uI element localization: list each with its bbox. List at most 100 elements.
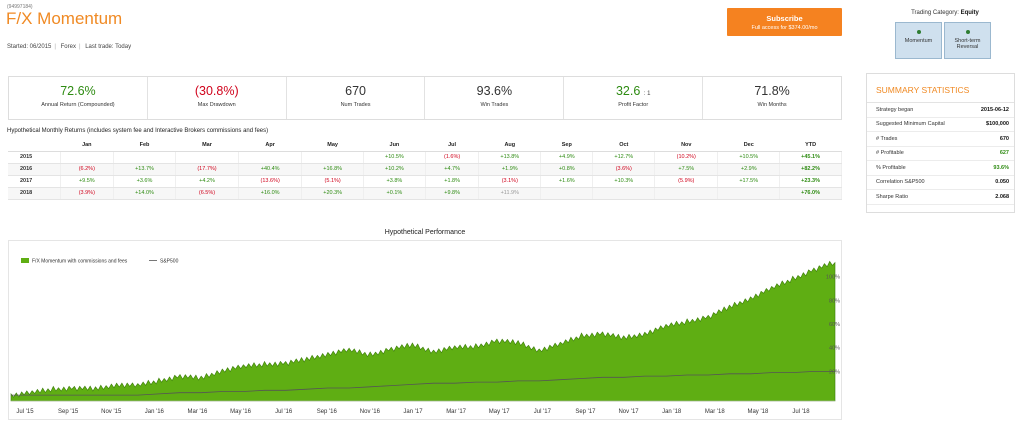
month-cell: +3.6% — [113, 175, 176, 188]
column-header: Apr — [238, 139, 302, 152]
stat-label: Num Trades — [340, 102, 371, 108]
x-tick-label: Mar '17 — [446, 409, 466, 415]
ytd-cell: +82.2% — [779, 163, 842, 176]
column-header: Sep — [540, 139, 593, 152]
column-header: Jan — [60, 139, 114, 152]
subscribe-button[interactable]: Subscribe Full access for $374.00/mo — [727, 8, 842, 36]
month-cell: +0.1% — [363, 187, 426, 200]
x-tick-label: Jan '18 — [662, 409, 682, 415]
summary-row: # Profitable 627 — [867, 147, 1014, 161]
x-tick-label: Jul '15 — [16, 409, 34, 415]
month-cell: +4.9% — [540, 151, 594, 164]
month-cell: +4.7% — [425, 163, 480, 176]
month-cell: +11.9% — [478, 187, 542, 200]
x-tick-label: May '16 — [230, 409, 251, 415]
month-cell: +9.8% — [425, 187, 480, 200]
last-trade: Last trade: Today — [85, 44, 132, 50]
stat-label: Profit Factor — [618, 102, 649, 108]
x-tick-label: May '18 — [747, 409, 768, 415]
category-dot-icon — [965, 30, 970, 34]
month-cell: +10.5% — [717, 151, 781, 164]
market-type: Forex — [60, 44, 76, 50]
month-cell: +3.8% — [363, 175, 426, 188]
column-header — [8, 139, 60, 152]
month-cell: +0.8% — [540, 163, 594, 176]
stat-value: 71.8% — [754, 84, 790, 98]
column-header: Oct — [592, 139, 655, 152]
month-cell — [175, 151, 240, 164]
summary-value: 627 — [999, 150, 1009, 157]
trading-category-value: Equity — [960, 10, 979, 16]
meta-separator: | — [54, 44, 56, 50]
chart-title: Hypothetical Performance — [384, 229, 466, 236]
month-cell: +14.0% — [113, 187, 176, 200]
column-header: Feb — [113, 139, 176, 152]
month-cell: +13.8% — [478, 151, 542, 164]
month-cell — [717, 187, 781, 200]
stat-value: (30.8%) — [194, 84, 239, 98]
legend-label-sp500: S&P500 — [160, 259, 179, 265]
table-header-row: Jan Feb Mar Apr May Jun Jul Aug Sep Oct … — [8, 139, 842, 152]
x-tick-label: Mar '18 — [705, 409, 725, 415]
y-tick-label: 100% — [826, 275, 840, 281]
table-row: 2017 +9.5% +3.6% +4.2% (13.6%) (5.1%) +3.8% +1.… — [8, 175, 842, 188]
month-cell: +10.2% — [363, 163, 426, 176]
column-header: Mar — [175, 139, 239, 152]
x-tick-label: Nov '17 — [618, 409, 639, 415]
x-tick-label: Sep '16 — [317, 409, 338, 415]
stat-win-months: 71.8% Win Months — [703, 77, 841, 119]
month-cell: +40.4% — [238, 163, 303, 176]
summary-row: Strategy began 2015-06-12 — [867, 103, 1014, 118]
month-cell: +2.9% — [717, 163, 781, 176]
month-cell: (17.7%) — [175, 163, 240, 176]
category-dot-icon — [916, 30, 921, 34]
summary-value: 93.6% — [993, 164, 1009, 171]
stat-label: Win Months — [757, 102, 787, 108]
category-short-term-reversal[interactable]: Short-term Reversal — [944, 22, 991, 59]
column-header: YTD — [779, 139, 842, 152]
month-cell: (3.1%) — [478, 175, 542, 188]
x-tick-label: Sep '15 — [58, 409, 79, 415]
x-tick-label: Jul '18 — [792, 409, 810, 415]
summary-value: 2.068 — [995, 193, 1009, 200]
table-row: 2018 (3.9%) +14.0% (6.5%) +16.0% +20.3% +0.1% +… — [8, 187, 842, 200]
stat-label: Win Trades — [480, 102, 509, 108]
stat-profit-factor: 32.6 : 1 Profit Factor — [564, 77, 704, 119]
month-cell: +20.3% — [301, 187, 365, 200]
meta-separator: | — [78, 44, 81, 50]
month-cell: +1.9% — [478, 163, 542, 176]
category-momentum[interactable]: Momentum — [895, 22, 942, 59]
monthly-returns-table: Jan Feb Mar Apr May Jun Jul Aug Sep Oct … — [8, 139, 842, 200]
year-cell: 2018 — [8, 187, 61, 200]
month-cell — [592, 187, 656, 200]
x-tick-label: Jul '16 — [275, 409, 293, 415]
x-tick-label: Jan '16 — [145, 409, 165, 415]
month-cell: (5.1%) — [301, 175, 365, 188]
summary-value: 2015-06-12 — [980, 106, 1009, 113]
system-id: (94997184) — [7, 4, 33, 10]
y-tick-label: 60% — [829, 322, 840, 328]
month-cell: +13.7% — [113, 163, 176, 176]
sp500-line-series — [11, 371, 835, 396]
y-tick-label: 80% — [829, 298, 840, 304]
page-title: F/X Momentum — [6, 9, 123, 28]
month-cell: (5.9%) — [654, 175, 719, 188]
summary-value: 670 — [999, 135, 1009, 142]
month-cell: +4.2% — [175, 175, 240, 188]
x-tick-label: Jan '17 — [403, 409, 423, 415]
month-cell: (13.6%) — [238, 175, 303, 188]
category-label: Momentum — [904, 38, 933, 44]
stat-max-drawdown: (30.8%) Max Drawdown — [148, 77, 287, 119]
summary-key: Suggested Minimum Capital — [876, 121, 945, 128]
month-cell: +12.7% — [592, 151, 656, 164]
summary-row: # Trades 670 — [867, 132, 1014, 147]
summary-key: % Profitable — [876, 164, 906, 171]
column-header: Jun — [363, 139, 426, 152]
month-cell: (6.2%) — [60, 163, 115, 176]
category-label: Short-term Reversal — [954, 38, 981, 50]
y-tick-label: 40% — [829, 346, 840, 352]
summary-row: Sharpe Ratio 2.068 — [867, 190, 1014, 205]
table-row: 2016 (6.2%) +13.7% (17.7%) +40.4% +16.8% +10.2… — [8, 163, 842, 176]
month-cell: +10.5% — [363, 151, 426, 164]
column-header: May — [301, 139, 364, 152]
